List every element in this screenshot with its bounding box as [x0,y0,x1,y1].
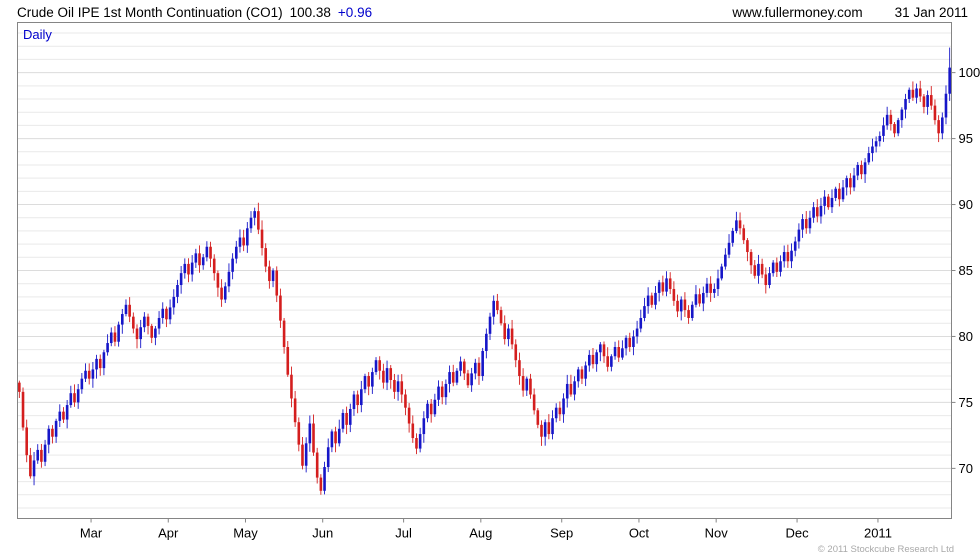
header-right-group: www.fullermoney.com 31 Jan 2011 [732,5,968,20]
svg-text:100: 100 [959,65,980,80]
website-label: www.fullermoney.com [732,4,863,20]
instrument-title-group: Crude Oil IPE 1st Month Continuation (CO… [17,5,379,20]
svg-text:Jun: Jun [312,526,333,541]
svg-text:Apr: Apr [158,526,179,541]
svg-text:Dec: Dec [785,526,809,541]
svg-text:May: May [233,526,258,541]
svg-text:Sep: Sep [550,526,573,541]
copyright-notice: © 2011 Stockcube Research Ltd [817,544,954,555]
price-change: +0.96 [337,4,373,20]
chart-header: Crude Oil IPE 1st Month Continuation (CO… [0,0,980,22]
svg-text:2011: 2011 [864,526,892,541]
svg-text:85: 85 [959,263,973,278]
svg-text:80: 80 [959,329,973,344]
last-price: 100.38 [289,4,331,20]
date-label: 31 Jan 2011 [894,4,968,20]
frequency-label: Daily [23,27,52,42]
svg-text:70: 70 [959,461,973,476]
svg-text:Mar: Mar [80,526,103,541]
svg-text:95: 95 [959,131,973,146]
svg-text:Oct: Oct [629,526,650,541]
svg-text:75: 75 [959,395,973,410]
svg-text:Jul: Jul [395,526,412,541]
svg-text:Aug: Aug [469,526,492,541]
svg-text:Nov: Nov [705,526,729,541]
svg-text:90: 90 [959,197,973,212]
instrument-title: Crude Oil IPE 1st Month Continuation (CO… [17,4,283,20]
